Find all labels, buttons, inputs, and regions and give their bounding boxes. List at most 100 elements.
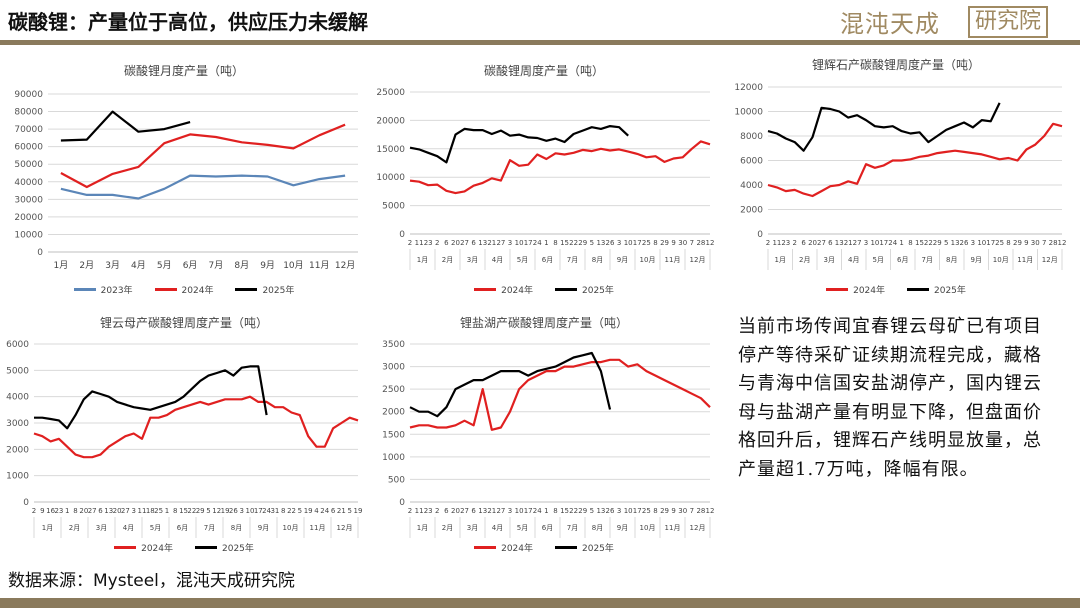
x-tick-label: 20 <box>808 239 817 247</box>
x-tick-label: 13 <box>835 239 844 247</box>
legend-swatch <box>555 288 577 291</box>
chart-spodumene-production: 0 2000 4000 6000 8000 10000 12000 2 11 23 2 6 20 27 6 1… <box>720 56 1072 300</box>
x-month-label: 12月 <box>690 524 706 532</box>
x-tick-label: 1 <box>544 239 548 247</box>
x-month-label: 4月 <box>123 524 134 532</box>
x-month-label: 11月 <box>310 524 326 532</box>
x-tick-label: 12 <box>212 507 221 515</box>
x-tick-label: 11 <box>415 239 424 247</box>
x-tick-label: 11 <box>415 507 424 515</box>
x-tick-label: 7 <box>690 239 694 247</box>
x-tick-label: 5月 <box>157 260 172 271</box>
x-month-label: 8月 <box>231 524 242 532</box>
legend-item: 2024年 <box>114 541 173 554</box>
x-tick-label: 2 <box>435 507 439 515</box>
x-tick-label: 27 <box>121 507 130 515</box>
y-tick-label: 2000 <box>6 445 29 455</box>
x-tick-label: 25 <box>642 507 651 515</box>
legend-swatch <box>154 288 177 291</box>
y-tick-label: 8000 <box>740 132 763 142</box>
x-tick-label: 21 <box>844 239 853 247</box>
x-tick-label: 3 <box>971 239 975 247</box>
x-tick-label: 21 <box>487 507 496 515</box>
legend-item: 2025年 <box>195 541 254 554</box>
x-tick-label: 13 <box>951 239 960 247</box>
y-tick-label: 1500 <box>382 430 405 440</box>
x-tick-label: 6 <box>444 507 449 515</box>
x-month-label: 3月 <box>467 524 478 532</box>
y-tick-label: 80000 <box>14 108 43 118</box>
chart-monthly-production: 0 10000 20000 30000 40000 50000 60000 70000 8000… <box>0 56 368 300</box>
x-tick-label: 5 <box>206 507 210 515</box>
chart-weekly-production: 0 5000 10000 15000 20000 25000 2 11 23 2 6 20 27 6 13 2… <box>368 56 720 300</box>
series-line-2024年 <box>409 140 711 195</box>
x-tick-label: 10 <box>870 239 879 247</box>
y-tick-label: 10000 <box>376 173 405 183</box>
footer-rule <box>0 598 1080 608</box>
x-tick-label: 2 <box>408 507 412 515</box>
legend-swatch <box>826 288 849 291</box>
x-tick-label: 6月 <box>183 260 198 271</box>
x-tick-label: 10月 <box>283 260 303 271</box>
x-tick-label: 13 <box>104 507 113 515</box>
y-tick-label: 0 <box>757 230 763 240</box>
legend-item: 2023年 <box>73 283 133 296</box>
x-tick-label: 8 <box>73 507 77 515</box>
x-tick-label: 25 <box>995 239 1004 247</box>
x-tick-label: 7月 <box>209 260 224 271</box>
y-tick-label: 3500 <box>382 340 405 350</box>
x-month-label: 2月 <box>442 524 453 532</box>
chart-brine-production: 0 500 1000 1500 2000 2500 3000 3500 2 11 23 2 6 20 27 6… <box>368 308 720 558</box>
x-tick-label: 29 <box>660 507 669 515</box>
y-tick-label: 4000 <box>6 393 29 403</box>
x-month-label: 12月 <box>337 524 353 532</box>
x-tick-label: 24 <box>320 507 329 515</box>
x-tick-label: 22 <box>569 507 578 515</box>
legend-label: 2024年 <box>181 286 214 296</box>
x-tick-label: 19 <box>354 507 363 515</box>
x-tick-label: 7 <box>690 507 694 515</box>
legend-label: 2025年 <box>222 544 254 554</box>
x-tick-label: 27 <box>88 507 97 515</box>
x-month-label: 1月 <box>417 256 428 264</box>
x-tick-label: 29 <box>578 239 587 247</box>
x-tick-label: 24 <box>533 507 542 515</box>
page-title: 碳酸锂：产量位于高位，供应压力未缓解 <box>8 10 368 34</box>
x-tick-label: 28 <box>1049 239 1058 247</box>
x-tick-label: 23 <box>781 239 790 247</box>
x-tick-label: 3 <box>617 507 621 515</box>
x-tick-label: 28 <box>696 507 705 515</box>
x-month-label: 11月 <box>665 524 681 532</box>
x-tick-label: 3 <box>131 507 135 515</box>
x-month-label: 6月 <box>897 256 908 264</box>
brand-logo: 混沌天成 研究院 <box>840 4 1072 38</box>
x-month-label: 9月 <box>617 524 628 532</box>
x-tick-label: 2 <box>435 239 439 247</box>
x-tick-label: 9月 <box>260 260 275 271</box>
x-tick-label: 18 <box>146 507 155 515</box>
x-month-label: 12月 <box>1042 256 1058 264</box>
legend-label: 2024年 <box>141 544 173 554</box>
x-tick-label: 4月 <box>131 260 146 271</box>
legend-swatch <box>907 288 929 291</box>
x-month-label: 4月 <box>492 256 503 264</box>
y-tick-label: 10000 <box>14 230 43 240</box>
legend-item: 2024年 <box>474 541 533 554</box>
x-tick-label: 10 <box>624 507 633 515</box>
x-tick-label: 1 <box>165 507 169 515</box>
legend-item: 2024年 <box>154 283 214 296</box>
x-tick-label: 16 <box>46 507 55 515</box>
x-month-label: 1月 <box>42 524 53 532</box>
x-month-label: 10月 <box>640 524 656 532</box>
y-tick-label: 500 <box>388 475 405 485</box>
y-tick-label: 0 <box>37 248 43 258</box>
legend-label: 2025年 <box>934 286 966 296</box>
legend-label: 2025年 <box>582 544 614 554</box>
x-month-label: 3月 <box>96 524 107 532</box>
x-month-label: 8月 <box>592 524 603 532</box>
x-month-label: 9月 <box>258 524 269 532</box>
y-tick-label: 12000 <box>734 83 763 93</box>
x-tick-label: 24 <box>262 507 271 515</box>
y-tick-label: 3000 <box>382 363 405 373</box>
x-tick-label: 9 <box>671 239 675 247</box>
